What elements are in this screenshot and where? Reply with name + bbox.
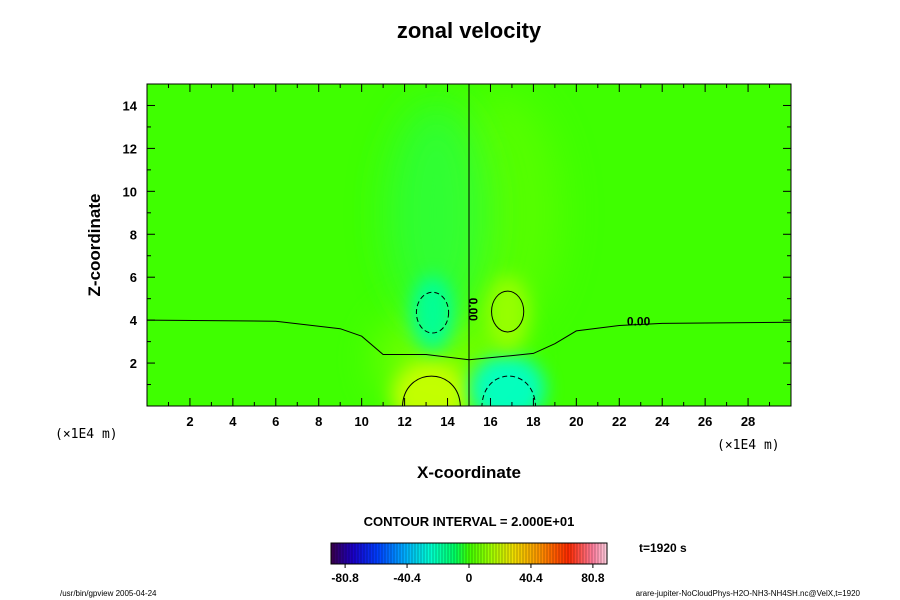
y-tick-label: 12	[123, 141, 137, 156]
colorbar: -80.8 -40.4 0 40.4 80.8	[330, 542, 608, 585]
x-tick-label: 18	[526, 414, 540, 429]
positive-upper-blob	[485, 275, 530, 352]
contour-label-horizontal: 0.00	[627, 315, 651, 329]
y-tick-label: 8	[130, 227, 137, 242]
negative-upper-blob	[410, 275, 455, 352]
colorbar-tick-label: 0	[466, 571, 473, 585]
zero-contour-horizontal	[147, 319, 791, 361]
negative-core-contour	[481, 375, 536, 406]
axis-ticks	[147, 84, 791, 406]
x-tick-label: 22	[612, 414, 626, 429]
y-tick-label: 4	[130, 313, 138, 328]
positive-core-contour	[402, 375, 461, 406]
contour-lines: 0.00 0.00	[147, 84, 791, 406]
footer-left: /usr/bin/gpview 2005-04-24	[60, 589, 157, 598]
y-tick-label: 14	[123, 98, 138, 113]
y-tick-labels: 2 4 6 8 10 12 14	[123, 98, 138, 371]
x-tick-label: 10	[354, 414, 368, 429]
x-unit-left: (×1E4 m)	[55, 427, 118, 442]
x-tick-label: 12	[397, 414, 411, 429]
time-label: t=1920 s	[639, 541, 687, 555]
colorbar-tick-label: 40.4	[519, 571, 543, 585]
velocity-field	[377, 92, 562, 406]
x-tick-label: 28	[741, 414, 755, 429]
x-unit-right: (×1E4 m)	[717, 438, 780, 453]
x-tick-label: 4	[229, 414, 237, 429]
x-tick-label: 6	[272, 414, 279, 429]
y-tick-label: 2	[130, 356, 137, 371]
x-tick-label: 26	[698, 414, 712, 429]
contour-label-vertical: 0.00	[466, 298, 480, 322]
chart-title: zonal velocity	[397, 18, 542, 43]
x-tick-labels: 2 4 6 8 10 12 14 16 18 20 22 24 26 28	[186, 414, 755, 429]
contour-interval: CONTOUR INTERVAL = 2.000E+01	[364, 514, 575, 529]
x-tick-label: 8	[315, 414, 322, 429]
colorbar-tick-label: 80.8	[581, 571, 605, 585]
colorbar-stripes	[333, 543, 605, 564]
negative-upper-contour	[415, 291, 450, 334]
colorbar-ticks: -80.8 -40.4 0 40.4 80.8	[331, 564, 605, 585]
y-tick-label: 6	[130, 270, 137, 285]
x-tick-label: 24	[655, 414, 670, 429]
positive-core-blob	[392, 361, 469, 406]
upper-negative-tint	[386, 102, 487, 323]
y-tick-label: 10	[123, 184, 137, 199]
x-axis-label: X-coordinate	[417, 463, 521, 482]
positive-upper-contour	[491, 290, 525, 333]
x-tick-label: 14	[440, 414, 455, 429]
x-tick-label: 20	[569, 414, 583, 429]
negative-core-blob	[469, 354, 546, 406]
colorbar-tick-label: -40.4	[393, 571, 421, 585]
footer-right: arare-jupiter-NoCloudPhys-H2O-NH3-NH4SH.…	[636, 589, 861, 598]
colorbar-tick-label: -80.8	[331, 571, 359, 585]
x-tick-label: 2	[186, 414, 193, 429]
x-tick-label: 16	[483, 414, 497, 429]
plot-area: 0.000.00 2 4 6 8 10 12 14 16 18 20 22 24 26 28 246810…	[123, 83, 792, 429]
y-axis-label: Z-coordinate	[85, 194, 104, 297]
